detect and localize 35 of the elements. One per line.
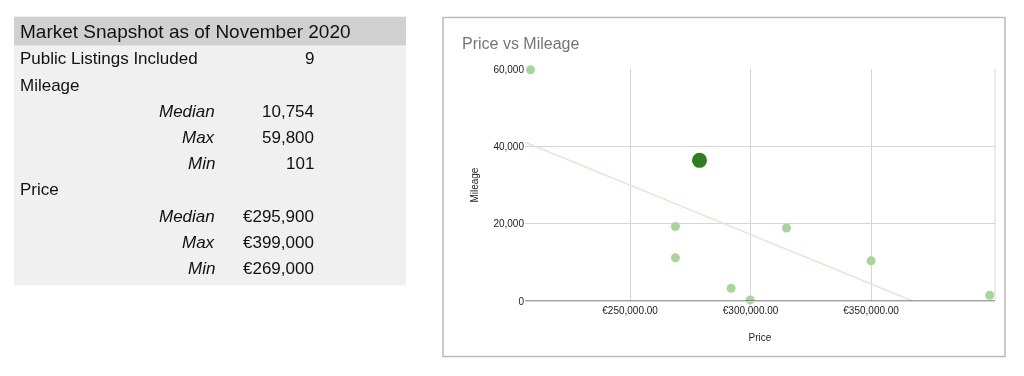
point	[670, 221, 680, 231]
text: 9	[305, 49, 315, 68]
y-tick-label: 40,000	[493, 140, 525, 152]
x-axis-title: Price	[748, 331, 772, 343]
y-axis-title: Mileage	[469, 167, 481, 203]
point	[985, 290, 995, 300]
text: €295,900	[243, 207, 314, 226]
category-label: Median	[159, 207, 215, 226]
category-label: Min	[188, 154, 216, 173]
category-label: Median	[159, 102, 215, 121]
category-label: Max	[182, 233, 215, 252]
category-label: Max	[182, 128, 215, 147]
x-tick-label: €300,000.00	[722, 305, 779, 317]
point	[670, 253, 680, 263]
category-label: Min	[188, 259, 216, 278]
text: €399,000	[243, 233, 314, 252]
x-tick-label: €250,000.00	[602, 305, 659, 317]
point	[726, 283, 736, 293]
y-tick-label: 60,000	[493, 63, 525, 75]
text: 10,754	[262, 102, 314, 121]
y-tick-label: 20,000	[493, 218, 525, 230]
category-label: Public Listings Included	[20, 49, 198, 68]
x-tick-label: €350,000.00	[843, 305, 900, 317]
point	[526, 65, 536, 75]
point	[692, 152, 707, 168]
category-label: Price	[20, 180, 59, 199]
chart-title: Price vs Mileage	[462, 35, 580, 52]
text: €269,000	[243, 259, 314, 278]
text: Market Snapshot as of November 2020	[20, 21, 351, 42]
text: 59,800	[262, 128, 314, 147]
category-label: Mileage	[20, 76, 80, 95]
point	[866, 256, 876, 266]
y-tick-label: 0	[518, 295, 525, 307]
text: 101	[286, 154, 315, 173]
point	[782, 223, 792, 233]
